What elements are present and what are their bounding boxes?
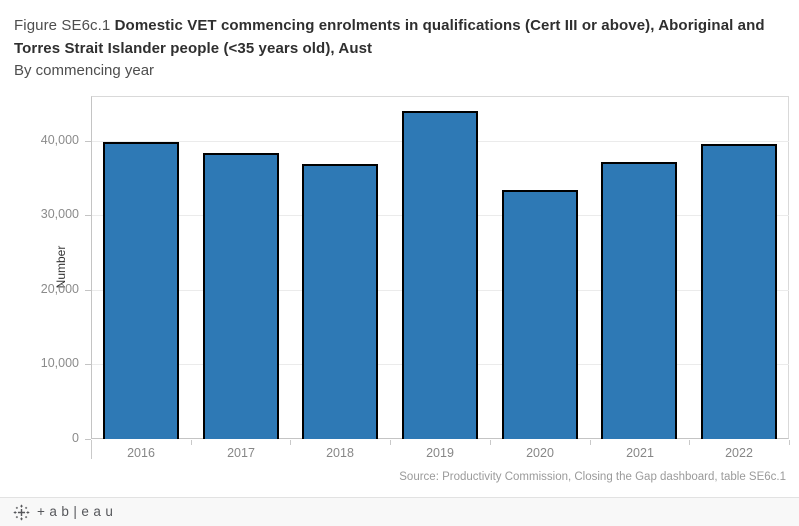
bar-2020[interactable] — [502, 190, 578, 439]
x-tick-label: 2020 — [526, 446, 554, 460]
figure-label: Figure SE6c.1 — [14, 17, 115, 34]
bar-2019[interactable] — [402, 111, 478, 439]
tableau-wordmark: +ab|eau — [37, 504, 118, 520]
chart-subtitle: By commencing year — [14, 62, 155, 79]
bar-2018[interactable] — [302, 164, 378, 439]
y-tick-mark — [85, 141, 91, 142]
x-boundary-tick — [689, 440, 690, 445]
y-tick-label: 20,000 — [40, 282, 79, 296]
x-boundary-tick — [91, 440, 92, 459]
x-boundary-tick — [590, 440, 591, 445]
y-tick-mark — [85, 364, 91, 365]
y-tick-mark — [85, 290, 91, 291]
x-boundary-tick — [290, 440, 291, 445]
x-tick-label: 2016 — [127, 446, 155, 460]
x-boundary-tick — [490, 440, 491, 445]
x-boundary-tick — [390, 440, 391, 445]
chart-title-main: Domestic VET commencing enrolments in qu… — [14, 17, 765, 57]
x-boundary-tick — [789, 440, 790, 445]
tableau-sparkle-icon — [13, 504, 30, 520]
bar-2017[interactable] — [203, 153, 279, 439]
chart-title: Figure SE6c.1 Domestic VET commencing en… — [14, 14, 780, 60]
x-tick-label: 2021 — [626, 446, 654, 460]
bar-2021[interactable] — [601, 162, 677, 439]
bar-2016[interactable] — [103, 142, 179, 439]
source-note: Source: Productivity Commission, Closing… — [399, 471, 786, 483]
chart-header: Figure SE6c.1 Domestic VET commencing en… — [14, 14, 780, 82]
tableau-logo[interactable]: +ab|eau — [13, 504, 117, 521]
y-tick-label: 0 — [72, 431, 79, 445]
x-tick-label: 2018 — [326, 446, 354, 460]
y-tick-label: 40,000 — [40, 133, 79, 147]
y-tick-label: 30,000 — [40, 207, 79, 221]
bar-2022[interactable] — [701, 144, 777, 439]
y-axis-title: Number — [54, 245, 68, 289]
x-boundary-tick — [191, 440, 192, 445]
x-tick-label: 2019 — [426, 446, 454, 460]
x-tick-label: 2017 — [227, 446, 255, 460]
footer-bar: +ab|eau — [0, 497, 799, 526]
y-tick-mark — [85, 215, 91, 216]
y-tick-mark — [85, 439, 91, 440]
x-tick-label: 2022 — [725, 446, 753, 460]
y-tick-label: 10,000 — [40, 356, 79, 370]
